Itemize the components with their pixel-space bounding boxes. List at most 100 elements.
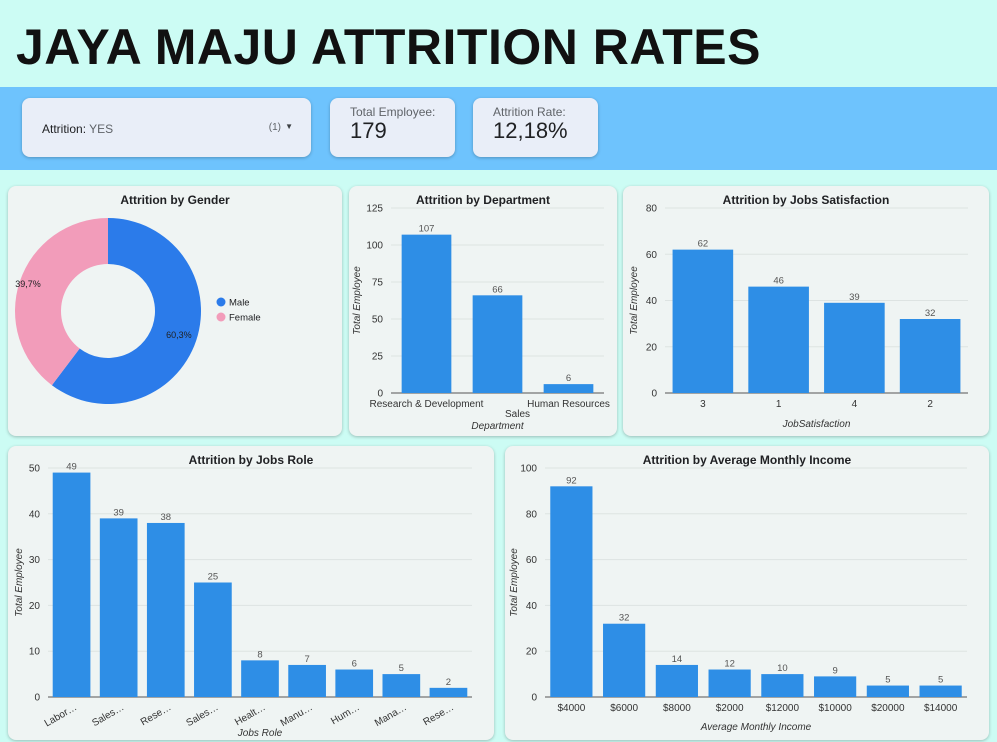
data-label: 32 <box>925 308 936 319</box>
data-label: 39 <box>849 292 860 303</box>
x-tick-label: Healt… <box>233 702 267 728</box>
bar <box>603 623 646 697</box>
y-tick-label: 100 <box>366 241 383 252</box>
legend-dot <box>216 297 226 307</box>
slice-label: 39,7% <box>15 279 41 289</box>
data-label: 5 <box>938 675 943 686</box>
x-tick-label: Rese… <box>139 702 173 728</box>
kpi-value: 179 <box>350 118 387 143</box>
filter-count: (1) <box>268 122 281 133</box>
income-chart-panel: Attrition by Average Monthly Income 0 20 4… <box>505 446 989 740</box>
kpi-label: Total Employee: <box>350 105 436 119</box>
x-tick-label: $6000 <box>610 703 638 714</box>
data-label: 6 <box>352 659 357 670</box>
y-tick-label: 0 <box>531 693 537 704</box>
y-tick-label: 60 <box>526 555 538 566</box>
x-tick-label: $8000 <box>663 703 691 714</box>
legend-label: Female <box>229 313 261 324</box>
bar <box>550 486 593 697</box>
filter-value: YES <box>89 122 114 136</box>
data-label: 66 <box>492 284 503 295</box>
data-label: 92 <box>566 475 577 486</box>
chart-title: Attrition by Jobs Role <box>188 453 314 467</box>
y-tick-label: 10 <box>29 647 41 658</box>
dropdown-caret-icon[interactable]: ▼ <box>285 122 293 131</box>
bar <box>899 319 961 393</box>
bar <box>919 685 962 697</box>
gender-donut-chart: 60,3% 39,7% Male Female <box>14 218 261 404</box>
x-tick-label: Human Resources <box>527 399 610 410</box>
chart-title: Attrition by Gender <box>120 193 230 207</box>
data-label: 49 <box>66 462 77 473</box>
bar <box>401 234 452 393</box>
y-tick-label: 80 <box>526 509 538 520</box>
bar <box>194 582 232 697</box>
y-axis-title: Total Employee <box>14 548 25 617</box>
y-tick-label: 40 <box>29 509 41 520</box>
y-tick-label: 20 <box>29 601 41 612</box>
y-tick-label: 60 <box>646 250 658 261</box>
x-tick-label: 3 <box>700 399 706 410</box>
donut-slice-female <box>14 218 108 386</box>
y-tick-label: 100 <box>520 464 537 475</box>
x-tick-label: $12000 <box>766 703 800 714</box>
kpi-label: Attrition Rate: <box>493 105 566 119</box>
attrition-filter[interactable]: Attrition: YES (1) ▼ <box>22 98 311 157</box>
department-chart-panel: Attrition by Department 0 25 50 75 100 125 107… <box>349 186 617 436</box>
x-axis-title: Average Monthly Income <box>700 722 812 733</box>
bar <box>382 674 421 697</box>
data-label: 5 <box>399 663 404 674</box>
bar <box>655 664 698 697</box>
data-label: 7 <box>304 654 309 665</box>
data-label: 25 <box>208 572 219 583</box>
bar <box>543 384 594 393</box>
y-tick-label: 30 <box>29 555 41 566</box>
data-label: 32 <box>619 613 630 624</box>
bar <box>866 685 909 697</box>
data-label: 9 <box>832 665 837 676</box>
data-label: 12 <box>724 659 735 670</box>
data-label: 14 <box>672 654 683 665</box>
y-tick-label: 0 <box>651 389 657 400</box>
y-tick-label: 50 <box>372 315 384 326</box>
data-label: 39 <box>113 507 124 518</box>
y-tick-label: 50 <box>29 464 41 475</box>
data-label: 5 <box>885 675 890 686</box>
legend-dot <box>216 312 226 322</box>
satisfaction-chart-panel: Attrition by Jobs Satisfaction 0 20 40 60 80… <box>623 186 989 436</box>
income-bar-chart: 0 20 40 60 80 100 92 $4000 32 $6000 14 $8000 12 $2000… <box>509 464 967 733</box>
x-tick-label: Hum… <box>329 702 361 727</box>
y-axis-title: Total Employee <box>352 266 363 335</box>
bar <box>748 286 809 393</box>
y-tick-label: 80 <box>646 204 658 215</box>
x-tick-label: Rese… <box>422 702 456 728</box>
bar <box>814 676 857 697</box>
data-label: 2 <box>446 677 451 688</box>
data-label: 10 <box>777 663 788 674</box>
donut-slice-male <box>51 218 201 404</box>
x-tick-label: Research & Development <box>370 399 484 410</box>
page-title: JAYA MAJU ATTRITION RATES <box>16 19 761 75</box>
y-tick-label: 75 <box>372 278 384 289</box>
x-tick-label: Sales… <box>185 702 221 729</box>
satisfaction-bar-chart: 0 20 40 60 80 62 3 46 1 39 4 32 2 JobSatisfaction Tota… <box>629 204 968 430</box>
y-tick-label: 0 <box>34 693 40 704</box>
chart-title: Attrition by Department <box>415 193 550 207</box>
y-tick-label: 125 <box>366 204 383 215</box>
data-label: 46 <box>773 276 784 287</box>
x-tick-label: Labor… <box>43 702 79 729</box>
x-tick-label: $10000 <box>818 703 852 714</box>
bar <box>472 295 523 393</box>
y-tick-label: 25 <box>372 352 384 363</box>
chart-title: Attrition by Average Monthly Income <box>642 453 852 467</box>
data-label: 38 <box>160 512 171 523</box>
chart-title: Attrition by Jobs Satisfaction <box>722 193 890 207</box>
bar <box>241 660 279 697</box>
data-label: 6 <box>566 373 571 384</box>
x-tick-label: 1 <box>776 399 782 410</box>
gender-chart-panel: Attrition by Gender 60,3% 39,7% Male Female <box>8 186 342 436</box>
x-tick-label: $2000 <box>716 703 744 714</box>
y-tick-label: 40 <box>646 296 658 307</box>
